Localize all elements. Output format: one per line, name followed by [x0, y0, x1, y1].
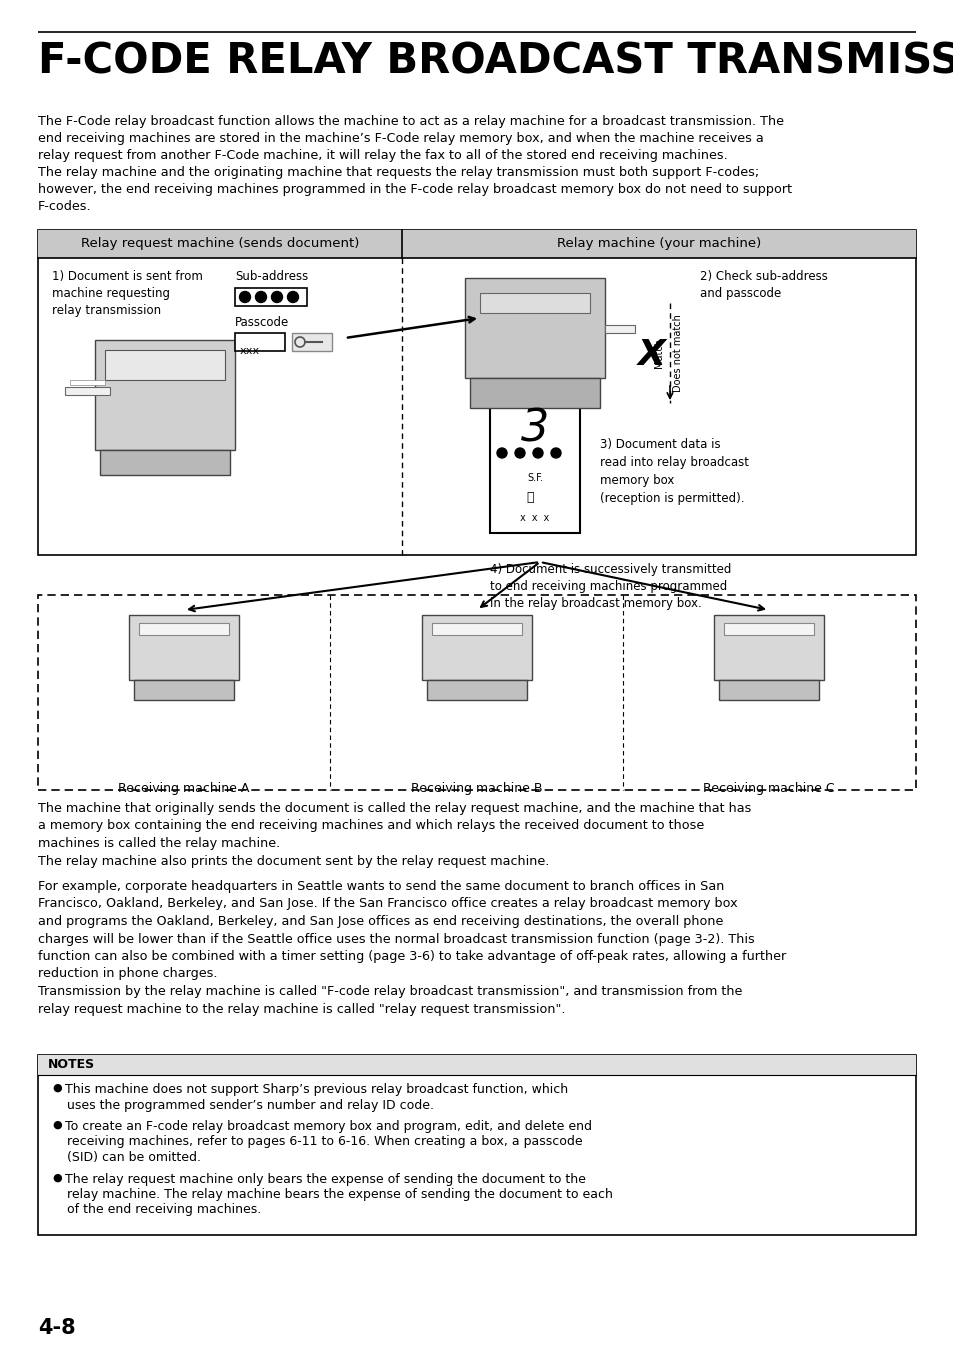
Circle shape [515, 449, 524, 458]
Text: The relay machine also prints the document sent by the relay request machine.: The relay machine also prints the docume… [38, 854, 549, 867]
Circle shape [551, 449, 560, 458]
Bar [479, 293, 589, 313]
Bar [105, 350, 225, 380]
Circle shape [239, 292, 251, 303]
Text: The machine that originally sends the document is called the relay request machi: The machine that originally sends the do… [38, 802, 751, 815]
Text: function can also be combined with a timer setting (page 3-6) to take advantage : function can also be combined with a tim… [38, 950, 785, 963]
Bar [38, 230, 915, 555]
Text: ●: ● [52, 1173, 62, 1182]
Text: Receiving machine C: Receiving machine C [702, 782, 834, 794]
Text: however, the end receiving machines programmed in the F-code relay broadcast mem: however, the end receiving machines prog… [38, 182, 791, 196]
Text: uses the programmed sender’s number and relay ID code.: uses the programmed sender’s number and … [67, 1098, 434, 1112]
Text: 3: 3 [520, 408, 549, 451]
Circle shape [497, 449, 506, 458]
Bar [133, 680, 233, 700]
Bar [38, 1055, 915, 1075]
Text: S.F.: S.F. [526, 473, 542, 484]
Text: Does not match: Does not match [672, 313, 682, 392]
Bar [65, 386, 110, 394]
Bar [234, 288, 307, 305]
Bar [427, 680, 526, 700]
Text: The relay request machine only bears the expense of sending the document to the: The relay request machine only bears the… [65, 1173, 585, 1185]
Text: end receiving machines are stored in the machine’s F-Code relay memory box, and : end receiving machines are stored in the… [38, 132, 763, 145]
Text: The relay machine and the originating machine that requests the relay transmissi: The relay machine and the originating ma… [38, 166, 759, 178]
Text: For example, corporate headquarters in Seattle wants to send the same document t: For example, corporate headquarters in S… [38, 880, 723, 893]
Text: Relay request machine (sends document): Relay request machine (sends document) [81, 238, 359, 250]
Text: charges will be lower than if the Seattle office uses the normal broadcast trans: charges will be lower than if the Seattl… [38, 932, 754, 946]
Text: 4-8: 4-8 [38, 1319, 75, 1337]
Circle shape [287, 292, 298, 303]
Bar [490, 388, 579, 534]
Text: Transmission by the relay machine is called "F-code relay broadcast transmission: Transmission by the relay machine is cal… [38, 985, 741, 998]
Bar [719, 680, 818, 700]
Text: 2) Check sub-address
and passcode: 2) Check sub-address and passcode [700, 270, 827, 300]
Text: Passcode: Passcode [234, 316, 289, 330]
Text: Receiving machine B: Receiving machine B [411, 782, 542, 794]
Bar [421, 615, 532, 680]
Text: ●: ● [52, 1084, 62, 1093]
Text: Sub-address: Sub-address [234, 270, 308, 282]
Bar [723, 623, 813, 635]
Text: This machine does not support Sharp’s previous relay broadcast function, which: This machine does not support Sharp’s pr… [65, 1084, 568, 1096]
Text: a memory box containing the end receiving machines and which relays the received: a memory box containing the end receivin… [38, 820, 703, 832]
Bar [95, 340, 234, 450]
Bar [604, 326, 635, 332]
Bar [38, 594, 915, 790]
Text: Match: Match [654, 338, 663, 367]
Bar [139, 623, 229, 635]
Text: machines is called the relay machine.: machines is called the relay machine. [38, 838, 280, 850]
Text: F-CODE RELAY BROADCAST TRANSMISSION: F-CODE RELAY BROADCAST TRANSMISSION [38, 41, 953, 82]
Text: Francisco, Oakland, Berkeley, and San Jose. If the San Francisco office creates : Francisco, Oakland, Berkeley, and San Jo… [38, 897, 737, 911]
Bar [464, 278, 604, 378]
Text: relay request from another F-Code machine, it will relay the fax to all of the s: relay request from another F-Code machin… [38, 149, 727, 162]
Bar [432, 623, 521, 635]
Text: The F-Code relay broadcast function allows the machine to act as a relay machine: The F-Code relay broadcast function allo… [38, 115, 783, 128]
Text: F-codes.: F-codes. [38, 200, 91, 213]
Bar [292, 332, 332, 351]
Bar [100, 450, 230, 476]
Text: 4) Document is successively transmitted
to end receiving machines programmed
in : 4) Document is successively transmitted … [490, 563, 731, 611]
Text: relay request machine to the relay machine is called "relay request transmission: relay request machine to the relay machi… [38, 1002, 565, 1016]
Bar [470, 378, 599, 408]
Text: To create an F-code relay broadcast memory box and program, edit, and delete end: To create an F-code relay broadcast memo… [65, 1120, 592, 1133]
Circle shape [255, 292, 266, 303]
Text: xxx: xxx [240, 346, 260, 357]
Text: x x x: x x x [519, 513, 549, 523]
Bar [129, 615, 239, 680]
Circle shape [272, 292, 282, 303]
Text: Receiving machine A: Receiving machine A [118, 782, 250, 794]
Text: X: X [638, 338, 665, 372]
Text: 🔑: 🔑 [526, 490, 533, 504]
Text: (SID) can be omitted.: (SID) can be omitted. [67, 1151, 201, 1165]
Text: reduction in phone charges.: reduction in phone charges. [38, 967, 217, 981]
Text: NOTES: NOTES [48, 1058, 95, 1071]
Circle shape [533, 449, 542, 458]
Bar [38, 1055, 915, 1235]
Bar [70, 380, 105, 385]
Text: relay machine. The relay machine bears the expense of sending the document to ea: relay machine. The relay machine bears t… [67, 1188, 612, 1201]
Bar [38, 230, 915, 258]
Bar [234, 332, 285, 351]
Text: receiving machines, refer to pages 6-11 to 6-16. When creating a box, a passcode: receiving machines, refer to pages 6-11 … [67, 1135, 582, 1148]
Text: of the end receiving machines.: of the end receiving machines. [67, 1204, 261, 1216]
Text: 1) Document is sent from
machine requesting
relay transmission: 1) Document is sent from machine request… [52, 270, 203, 317]
Text: ●: ● [52, 1120, 62, 1129]
Text: 3) Document data is
read into relay broadcast
memory box
(reception is permitted: 3) Document data is read into relay broa… [599, 438, 748, 505]
Bar [713, 615, 823, 680]
Text: and programs the Oakland, Berkeley, and San Jose offices as end receiving destin: and programs the Oakland, Berkeley, and … [38, 915, 722, 928]
Text: Relay machine (your machine): Relay machine (your machine) [557, 238, 760, 250]
